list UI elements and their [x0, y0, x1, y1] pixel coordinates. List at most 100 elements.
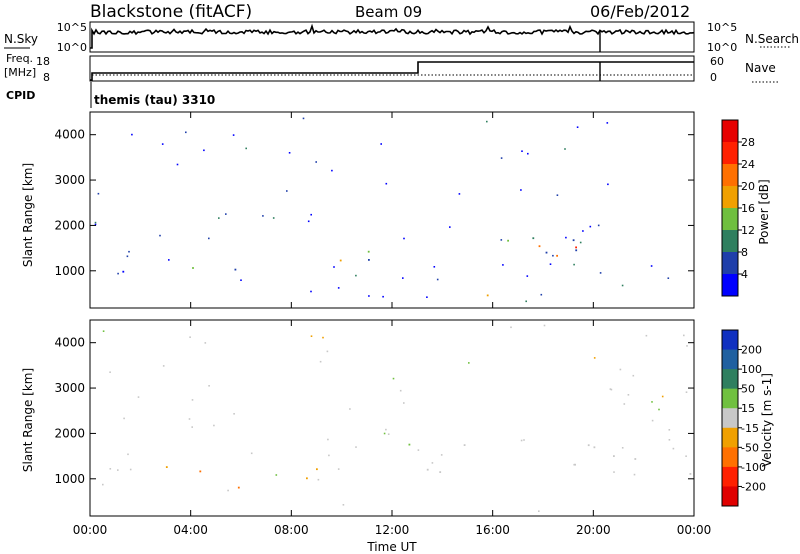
x-tick-label: 20:00 — [576, 523, 611, 537]
colorbar-segment — [722, 330, 738, 351]
data-cell — [510, 326, 512, 329]
freq-right-tick-bottom: 0 — [710, 71, 717, 84]
data-cell — [668, 429, 671, 431]
data-cell — [573, 463, 575, 466]
velocity-cbar-tick-label: 50 — [741, 383, 755, 396]
velocity-frame — [89, 319, 695, 517]
data-cell — [540, 293, 543, 296]
data-cell — [165, 466, 168, 468]
data-cell — [527, 152, 529, 155]
data-cell — [417, 449, 420, 451]
data-cell — [658, 408, 660, 411]
data-cell — [189, 336, 191, 338]
data-cell — [433, 266, 436, 268]
data-cell — [191, 426, 193, 428]
velocity-colorbar: 200 100 50 15 -15 -50 -100 -200 — [721, 329, 766, 507]
data-cell — [507, 239, 509, 242]
freq-frame — [89, 55, 695, 82]
data-cell — [109, 371, 111, 373]
data-cell — [573, 263, 575, 266]
data-cell — [310, 335, 313, 337]
power-cbar-tick-label: 4 — [741, 268, 748, 281]
data-cell — [549, 263, 552, 265]
data-cell — [368, 259, 370, 261]
data-cell — [672, 447, 675, 450]
data-cell — [123, 417, 125, 420]
data-cell — [619, 368, 622, 371]
data-cell — [403, 237, 405, 240]
data-cell — [634, 458, 637, 460]
power-cbar-label: Power [dB] — [757, 179, 771, 244]
data-cell — [185, 131, 187, 134]
data-cell — [685, 455, 687, 457]
freq-label-line1: Freq. — [6, 52, 33, 65]
data-cell — [500, 157, 503, 159]
data-cell — [589, 225, 592, 228]
data-cell — [403, 402, 405, 404]
data-cell — [337, 468, 340, 470]
data-cell — [286, 190, 288, 192]
data-cell — [543, 324, 546, 327]
data-cell — [651, 401, 653, 403]
freq-right-tick-top: 60 — [710, 55, 724, 68]
data-cell — [272, 217, 275, 219]
power-scatter — [94, 117, 670, 303]
power-y-ticks: 1000 2000 3000 4000 — [54, 128, 694, 278]
data-cell — [168, 259, 170, 261]
data-cell — [159, 234, 161, 237]
data-cell — [667, 277, 670, 279]
data-cell — [176, 163, 179, 166]
velocity-cbar-tick-label: -15 — [741, 422, 759, 435]
freq-trace — [90, 61, 694, 81]
data-cell — [538, 510, 540, 512]
data-cell — [131, 133, 133, 136]
data-cell — [199, 470, 202, 473]
noise-right-label: N.Search — [745, 32, 799, 46]
data-cell — [458, 193, 461, 195]
data-cell — [623, 403, 626, 405]
data-cell — [574, 463, 576, 466]
colorbar-segment — [722, 186, 738, 209]
x-tick-label: 00:00 — [73, 523, 108, 537]
data-cell — [232, 134, 235, 136]
data-cell — [275, 474, 278, 476]
data-cell — [538, 245, 541, 248]
velocity-y-ticks: 1000 2000 3000 4000 — [54, 336, 694, 486]
data-cell — [310, 213, 312, 216]
data-cell — [237, 486, 240, 489]
velocity-cbar-tick-label: -50 — [741, 441, 759, 454]
data-cell — [402, 277, 404, 279]
data-cell — [233, 413, 235, 415]
data-cell — [129, 468, 132, 471]
data-cell — [355, 446, 357, 448]
data-cell — [525, 300, 527, 303]
data-cell — [262, 215, 264, 217]
data-cell — [218, 217, 220, 219]
data-cell — [227, 489, 229, 492]
data-cell — [137, 396, 140, 398]
freq-left-tick-bottom: 8 — [43, 71, 50, 84]
data-cell — [387, 433, 390, 435]
data-cell — [203, 149, 205, 152]
data-cell — [627, 394, 630, 396]
data-cell — [575, 249, 578, 252]
data-cell — [127, 453, 129, 456]
y-tick-label: 1000 — [54, 472, 85, 486]
data-cell — [317, 478, 320, 481]
data-cell — [502, 264, 504, 266]
data-cell — [128, 250, 130, 253]
data-cell — [689, 473, 692, 475]
nave-label: Nave — [745, 61, 776, 75]
data-cell — [94, 221, 97, 224]
freq-label-line2: [MHz] — [4, 66, 36, 79]
data-cell — [331, 169, 333, 172]
data-cell — [431, 462, 434, 464]
data-cell — [94, 223, 97, 226]
x-tick-label: 08:00 — [274, 523, 309, 537]
data-cell — [316, 468, 318, 471]
data-cell — [392, 377, 395, 380]
data-cell — [500, 239, 503, 241]
data-cell — [575, 246, 577, 249]
data-cell — [463, 444, 466, 446]
data-cell — [208, 385, 210, 387]
